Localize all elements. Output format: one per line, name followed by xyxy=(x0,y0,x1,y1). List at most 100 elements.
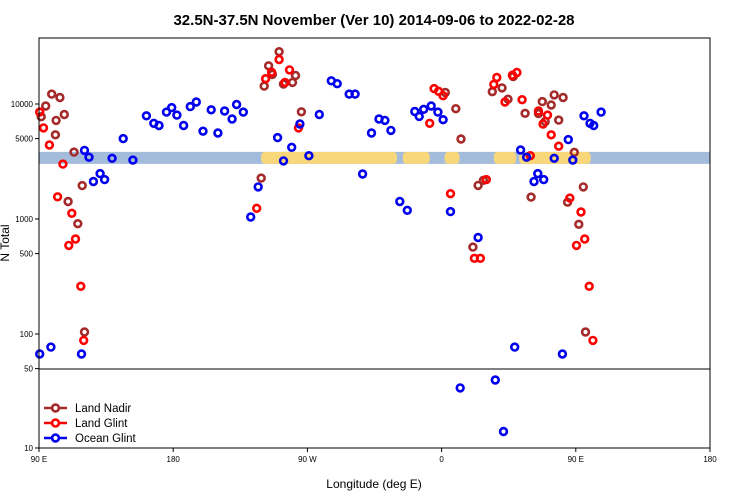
ocean-glint-point-21 xyxy=(206,105,216,115)
land-nadir-point-0 xyxy=(36,111,46,122)
land-nadir-point-12 xyxy=(256,173,266,183)
y-axis-label: N Total xyxy=(0,224,12,261)
land-nadir-point-8 xyxy=(69,147,79,157)
land-nadir-point-24 xyxy=(468,242,478,252)
y-tick-label-0: 10 xyxy=(24,444,33,453)
land-nadir-point-34 xyxy=(537,96,547,107)
ocean-glint-point-11 xyxy=(141,111,152,121)
ocean-glint-point-27 xyxy=(246,212,256,222)
land-nadir-point-42 xyxy=(574,219,584,230)
ocean-glint-point-56 xyxy=(498,426,509,437)
ocean-glint-point-69 xyxy=(588,120,599,131)
ocean-glint-point-54 xyxy=(473,232,483,243)
land-nadir-point-36 xyxy=(546,100,556,110)
legend-marker-land-nadir xyxy=(50,403,61,413)
ocean-glint-point-48 xyxy=(419,104,429,115)
land-nadir-point-9 xyxy=(73,219,83,229)
ocean-glint-point-57 xyxy=(510,342,520,352)
y-tick-label-3: 500 xyxy=(20,250,34,259)
land-nadir-point-3 xyxy=(50,130,61,140)
land-glint-point-38 xyxy=(571,240,582,251)
land-glint-point-13 xyxy=(274,54,284,65)
land-nadir-point-11 xyxy=(79,327,90,337)
ocean-glint-point-61 xyxy=(533,168,543,179)
land-nadir-point-44 xyxy=(580,327,591,337)
ocean-glint-point-26 xyxy=(238,107,249,117)
land-glint-point-26 xyxy=(492,72,502,83)
land-nadir-point-19 xyxy=(290,70,301,81)
land-glint-point-14 xyxy=(280,77,290,88)
land-glint-point-29 xyxy=(512,67,522,78)
land-glint-point-6 xyxy=(67,208,77,219)
land-nadir-point-22 xyxy=(451,103,461,114)
legend-label-ocean-glint: Ocean Glint xyxy=(75,433,137,445)
land-glint-point-0 xyxy=(34,107,45,117)
land-band-2 xyxy=(444,151,460,164)
ocean-glint-point-17 xyxy=(178,120,189,131)
ocean-glint-point-4 xyxy=(84,152,94,162)
ocean-glint-point-30 xyxy=(278,156,289,166)
ocean-glint-point-52 xyxy=(445,206,456,217)
ocean-glint-point-20 xyxy=(198,126,208,136)
land-nadir-point-31 xyxy=(520,108,530,119)
ocean-glint-point-2 xyxy=(76,349,87,359)
land-nadir-point-37 xyxy=(549,90,559,100)
ocean-glint-point-18 xyxy=(185,101,196,112)
land-glint-point-39 xyxy=(576,207,586,217)
y-tick-label-4: 1000 xyxy=(15,215,33,224)
ocean-glint-point-60 xyxy=(529,176,539,187)
y-tick-label-6: 10000 xyxy=(11,100,34,109)
land-glint-point-27 xyxy=(500,97,510,107)
land-nadir-point-10 xyxy=(77,180,87,191)
ocean-glint-point-43 xyxy=(386,125,396,136)
x-tick-label-5: 180 xyxy=(703,455,717,464)
ocean-glint-point-3 xyxy=(79,145,90,156)
land-nadir-point-1 xyxy=(40,101,51,111)
ocean-glint-point-0 xyxy=(34,349,45,359)
legend-label-land-glint: Land Glint xyxy=(75,418,128,430)
land-glint-point-23 xyxy=(475,253,486,263)
plot-frame xyxy=(38,37,711,449)
ocean-glint-point-62 xyxy=(538,174,549,185)
land-nadir-point-23 xyxy=(456,134,466,144)
ocean-glint-point-63 xyxy=(549,153,559,164)
x-axis: 90 E 180 90 W 0 90 E 180 xyxy=(31,448,717,464)
ocean-glint-point-5 xyxy=(88,176,99,187)
ocean-glint-point-14 xyxy=(161,107,172,117)
ocean-glint-point-28 xyxy=(253,182,263,192)
ocean-glint-point-6 xyxy=(95,168,105,179)
ocean-glint-point-10 xyxy=(128,155,138,165)
land-glint-point-36 xyxy=(553,141,564,151)
land-glint-point-40 xyxy=(579,234,590,244)
y-tick-label-2: 100 xyxy=(20,330,34,339)
x-tick-label-0: 90 E xyxy=(31,455,47,464)
ocean-glint-point-32 xyxy=(295,119,305,129)
land-glint-point-42 xyxy=(588,335,598,346)
ocean-glint-point-42 xyxy=(380,115,390,126)
land-nadir-point-4 xyxy=(51,115,61,126)
ocean-glint-point-59 xyxy=(521,152,532,162)
ocean-glint-point-40 xyxy=(366,128,377,138)
ocean-glint-point-9 xyxy=(118,133,128,144)
y-axis: 10 50 100 500 1000 5000 10000 xyxy=(11,100,39,453)
land-glint-point-12 xyxy=(266,67,277,77)
land-band-1 xyxy=(402,151,430,164)
ocean-glint-point-15 xyxy=(167,102,177,113)
land-glint-point-24 xyxy=(481,174,491,185)
land-nadir-point-7 xyxy=(63,196,73,207)
chart-title: 32.5N-37.5N November (Ver 10) 2014-09-06… xyxy=(173,12,574,29)
land-glint-point-8 xyxy=(76,281,86,291)
land-glint-point-17 xyxy=(425,118,435,129)
land-nadir-point-32 xyxy=(526,192,536,202)
x-tick-label-2: 90 W xyxy=(298,455,317,464)
land-nadir-point-39 xyxy=(558,92,568,103)
ocean-glint-point-38 xyxy=(350,89,360,99)
ocean-glint-point-7 xyxy=(99,174,110,185)
land-glint-point-20 xyxy=(438,90,448,101)
ocean-glint-point-39 xyxy=(357,169,368,179)
ocean-glint-point-8 xyxy=(107,153,117,164)
ocean-glint-point-19 xyxy=(191,97,202,107)
land-nadir-point-43 xyxy=(578,182,588,192)
land-glint-point-7 xyxy=(70,234,81,244)
